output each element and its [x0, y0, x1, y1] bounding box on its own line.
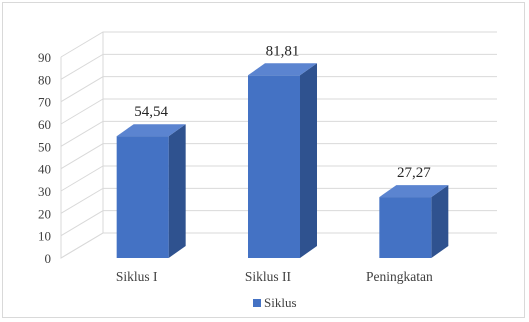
y-tick-label: 20 [38, 206, 51, 221]
bar-side [300, 63, 317, 258]
side-wall [60, 32, 104, 259]
bar [248, 63, 317, 258]
bar-top [248, 63, 317, 76]
y-tick-label: 10 [38, 229, 51, 244]
category-label: Siklus II [245, 269, 292, 284]
category-label: Siklus I [116, 269, 158, 284]
y-tick-label: 50 [38, 139, 51, 154]
legend-label: Siklus [264, 295, 297, 310]
legend: Siklus [253, 295, 297, 310]
x-axis-categories: Siklus I Siklus II Peningkatan [116, 269, 433, 284]
chart-frame: 0 10 20 30 40 50 60 70 80 90 54,54 81,81 27,27 Sikl… [2, 2, 525, 318]
bar [116, 124, 186, 258]
y-tick-label: 70 [38, 95, 51, 110]
y-tick-label: 40 [38, 162, 51, 177]
bar-side [168, 124, 186, 258]
bar-top [379, 185, 449, 198]
legend-swatch [253, 299, 261, 307]
bar [379, 185, 449, 258]
category-label: Peningkatan [366, 269, 433, 284]
data-label: 54,54 [134, 104, 168, 120]
data-label: 27,27 [397, 165, 431, 181]
bars [116, 63, 449, 258]
y-tick-label: 30 [38, 184, 51, 199]
data-label: 81,81 [266, 43, 300, 59]
y-tick-label: 0 [45, 251, 52, 266]
bar-chart: 0 10 20 30 40 50 60 70 80 90 54,54 81,81 27,27 Sikl… [38, 31, 497, 310]
bar-front [248, 75, 300, 258]
bar-side [431, 185, 449, 258]
y-axis-ticks: 0 10 20 30 40 50 60 70 80 90 [38, 50, 51, 266]
y-tick-label: 80 [38, 72, 51, 87]
grid [60, 31, 497, 259]
data-labels: 54,54 81,81 27,27 [134, 43, 431, 181]
y-tick-label: 60 [38, 117, 51, 132]
bar-top [116, 124, 186, 137]
y-tick-label: 90 [38, 50, 51, 65]
bar-front [379, 197, 432, 258]
bar-front [116, 136, 169, 258]
